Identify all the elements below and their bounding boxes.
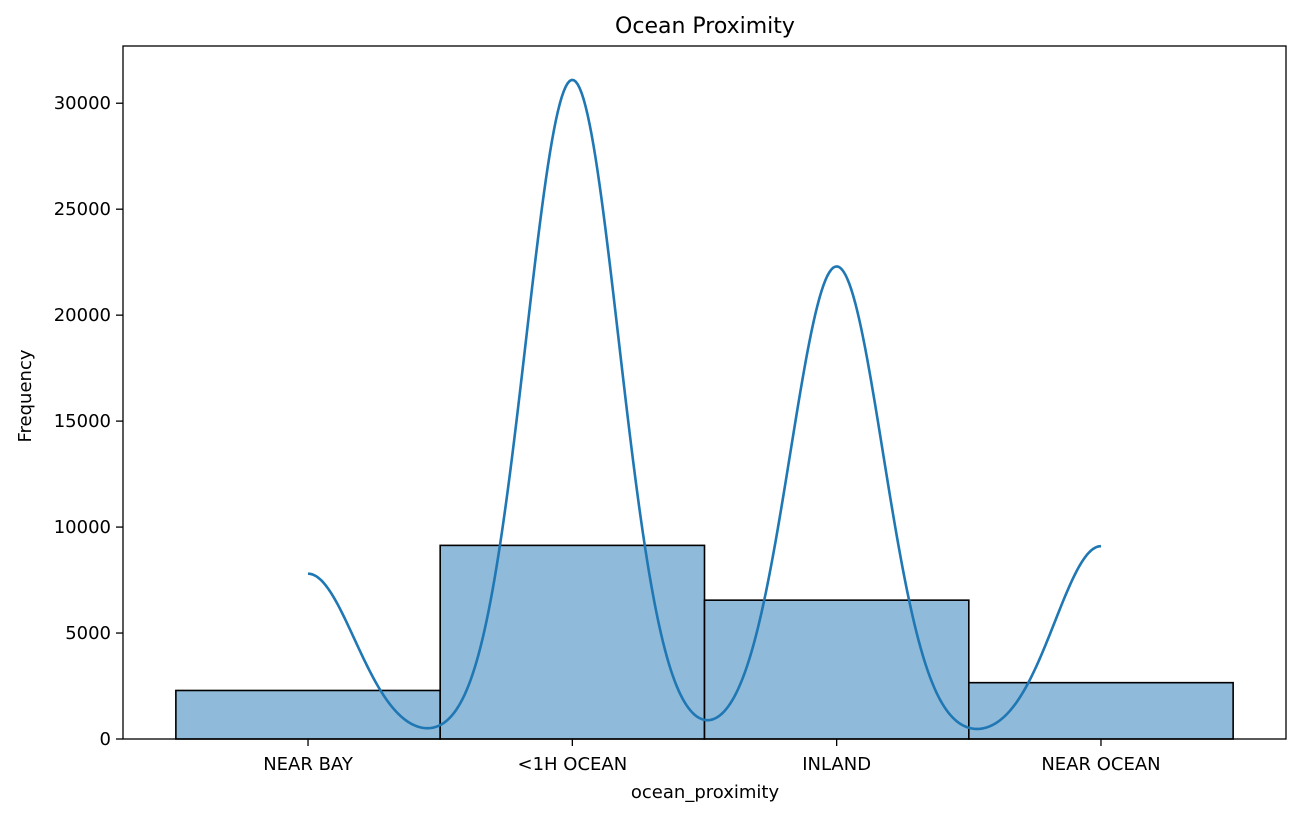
x-axis: NEAR BAY <1H OCEAN INLAND NEAR OCEAN	[263, 739, 1161, 775]
y-tick-label: 25000	[54, 199, 111, 220]
y-axis: 0 5000 10000 15000 20000 25000 30000	[54, 93, 123, 750]
y-tick-label: 20000	[54, 305, 111, 326]
bars-group	[175, 544, 1234, 740]
y-tick-label: 5000	[65, 623, 111, 644]
x-tick-label: INLAND	[802, 754, 871, 775]
x-axis-label: ocean_proximity	[631, 782, 780, 803]
chart-title: Ocean Proximity	[615, 14, 795, 39]
y-tick-label: 30000	[54, 93, 111, 114]
bar-2	[703, 599, 970, 740]
x-tick-label: NEAR OCEAN	[1041, 754, 1160, 775]
bar-1	[439, 544, 706, 740]
y-tick-label: 15000	[54, 411, 111, 432]
plot-frame	[122, 45, 1287, 740]
y-tick-label: 0	[100, 729, 111, 750]
y-axis-label: Frequency	[15, 349, 36, 442]
bar-3	[968, 681, 1234, 740]
x-tick-label: <1H OCEAN	[517, 754, 627, 775]
y-tick-label: 10000	[54, 517, 111, 538]
bar-0	[175, 689, 441, 740]
x-tick-label: NEAR BAY	[263, 754, 354, 775]
kde-curve	[307, 78, 1102, 731]
